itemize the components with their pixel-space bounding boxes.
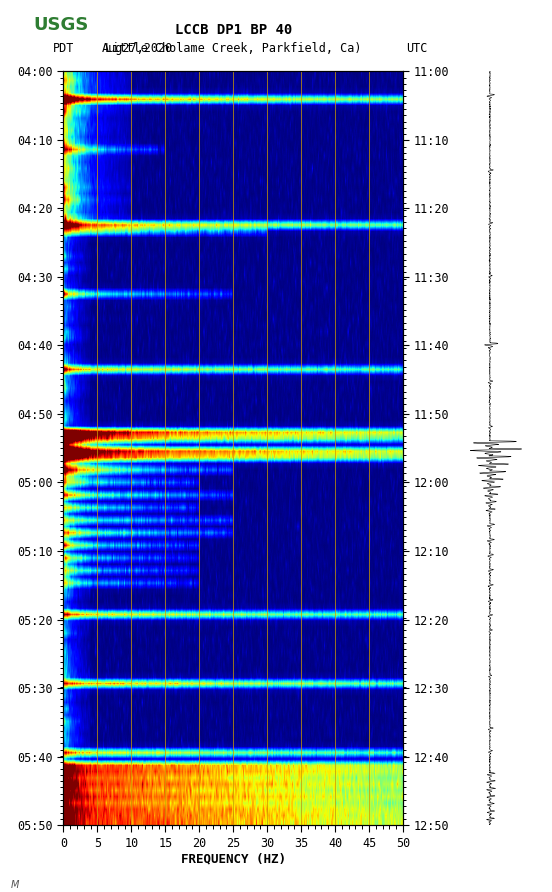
Text: USGS: USGS bbox=[33, 16, 88, 34]
Text: Aug27,2020: Aug27,2020 bbox=[102, 42, 173, 55]
Text: UTC: UTC bbox=[406, 42, 427, 55]
Text: M: M bbox=[11, 880, 19, 889]
Text: Little Cholame Creek, Parkfield, Ca): Little Cholame Creek, Parkfield, Ca) bbox=[105, 42, 362, 55]
X-axis label: FREQUENCY (HZ): FREQUENCY (HZ) bbox=[181, 853, 286, 865]
Text: LCCB DP1 BP 40: LCCB DP1 BP 40 bbox=[174, 23, 292, 37]
Text: PDT: PDT bbox=[52, 42, 74, 55]
